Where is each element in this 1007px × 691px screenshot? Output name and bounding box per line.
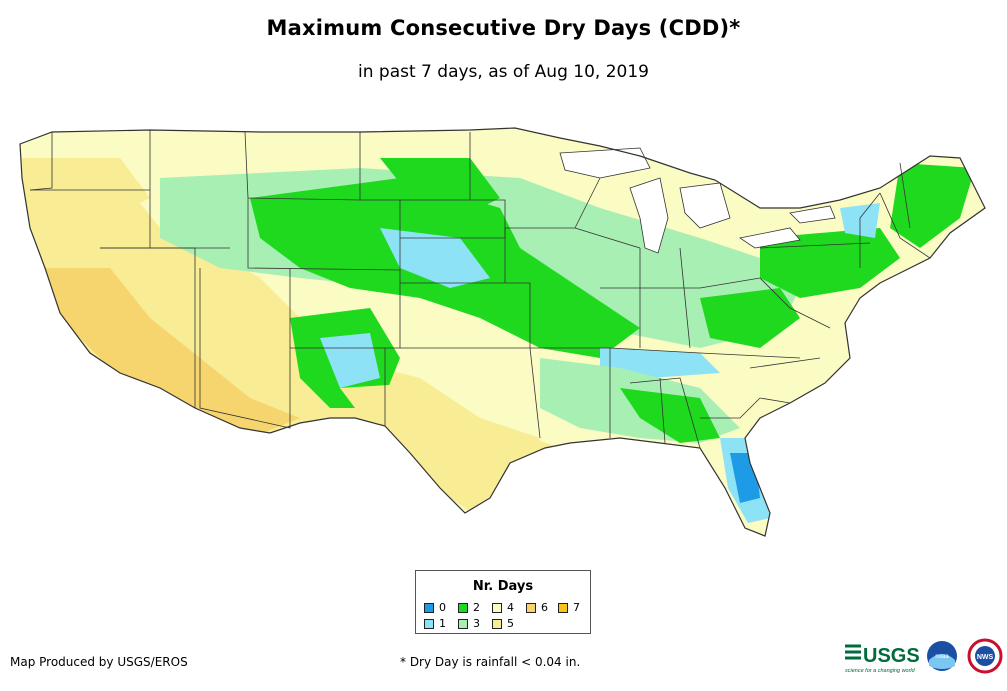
great-lakes [559,147,836,254]
footnote: * Dry Day is rainfall < 0.04 in. [400,655,581,669]
usgs-text: USGS [863,645,920,667]
us-cdd-map [19,127,986,537]
legend-label-5: 5 [507,617,514,630]
legend-item-6: 6 [526,601,548,614]
legend-swatch-0 [424,602,434,613]
legend-swatch-5 [492,618,502,629]
noaa-text: noaa [935,654,949,660]
legend-title: Nr. Days [472,579,534,594]
map-subtitle: in past 7 days, as of Aug 10, 2019 [358,62,649,82]
state-borders [19,127,986,537]
legend-item-0: 0 [424,601,446,614]
legend-item-2: 2 [458,601,480,614]
legend-label-7: 7 [573,601,580,614]
legend-swatch-1 [424,618,434,629]
legend-label-6: 6 [541,601,548,614]
usgs-tagline: science for a changing world [845,668,916,674]
map-credit: Map Produced by USGS/EROS [10,655,188,669]
nws-logo: NWS [967,638,1003,674]
legend-item-7: 7 [558,601,580,614]
legend-swatch-7 [558,602,568,613]
map-title: Maximum Consecutive Dry Days (CDD)* [266,16,741,40]
legend-swatch-6 [526,602,536,613]
legend-item-4: 4 [492,601,514,614]
legend: Nr. Days 0 1 2 3 4 5 6 7 [415,570,591,634]
legend-item-1: 1 [424,617,446,630]
legend-label-2: 2 [473,601,480,614]
cdd-raster [20,128,985,536]
usgs-logo: USGS science for a changing world [845,644,920,674]
legend-item-5: 5 [492,617,514,630]
legend-label-0: 0 [439,601,446,614]
legend-label-4: 4 [507,601,514,614]
legend-swatch-3 [458,618,468,629]
nws-text: NWS [977,654,994,661]
legend-label-3: 3 [473,617,480,630]
legend-label-1: 1 [439,617,446,630]
agency-logos: USGS science for a changing world noaa N… [845,638,1003,674]
noaa-logo: noaa [927,641,957,671]
legend-item-3: 3 [458,617,480,630]
legend-swatch-2 [458,602,468,613]
legend-swatch-4 [492,602,502,613]
